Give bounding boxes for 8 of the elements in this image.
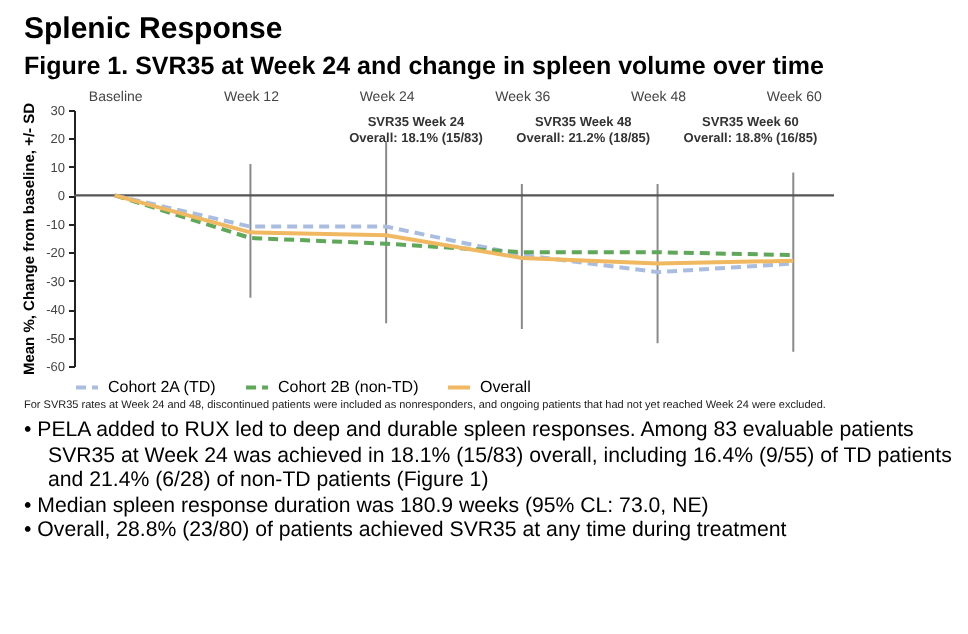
text: • PELA added to RUX led to deep and durable spleen responses. Among 83 evaluable patients SVR35 at Week 24 was achieved in 18.1% (15/83) overall, including 16.4% (9/55) of TD patients and 21.4% (6/28) of non-TD patients (Figure 1) <box>24 418 954 493</box>
text: • Median spleen response duration was 180.9 weeks (95% CL: 73.0, NE) <box>24 493 711 518</box>
legend-label: Overall <box>480 377 532 396</box>
legend-label: Cohort 2B (non-TD) <box>278 377 420 396</box>
chart-title: Splenic Response <box>24 12 285 46</box>
text: • Overall, 28.8% (23/80) of patients achieved SVR35 at any time during treatment <box>24 518 789 543</box>
legend-label: Cohort 2A (TD) <box>108 377 217 396</box>
chart-subtitle: Figure 1. SVR35 at Week 24 and change in spleen volume over time <box>24 52 826 80</box>
